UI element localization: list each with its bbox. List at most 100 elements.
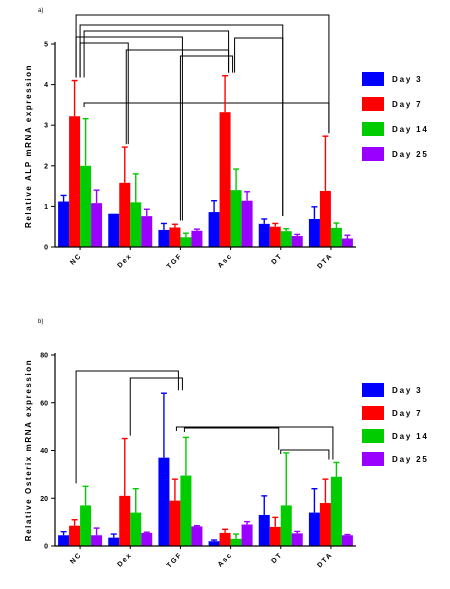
legend-swatch-b-0 bbox=[362, 383, 384, 397]
x-tick-label-b-DTA: DTA bbox=[316, 551, 334, 569]
significance-bracket-b-4 bbox=[280, 449, 330, 460]
bar-a-DT-0 bbox=[258, 223, 270, 247]
x-tick-label-a-Dex: Dex bbox=[116, 252, 133, 269]
legend-b: Day 3 Day 7 Day 14 Day 25 bbox=[362, 383, 429, 466]
bar-b-DT-3 bbox=[291, 533, 303, 546]
bars-a bbox=[58, 74, 353, 247]
bar-b-TGF-1 bbox=[169, 500, 181, 546]
legend-swatch-b-2 bbox=[362, 429, 384, 443]
chart-panel-a: a) Relative ALP mRNA expression 0 1 2 3 4 5 NC… bbox=[24, 8, 429, 270]
significance-brackets-a bbox=[75, 14, 330, 221]
legend-swatch-a-1 bbox=[362, 97, 384, 111]
significance-bracket-a-1 bbox=[79, 24, 284, 216]
bar-b-NC-2 bbox=[80, 505, 92, 546]
y-tick-label-a-1: 1 bbox=[44, 204, 48, 211]
x-tick-label-b-NC: NC bbox=[69, 551, 83, 565]
bar-b-DTA-0 bbox=[308, 512, 320, 546]
bar-a-Dex-0 bbox=[108, 213, 120, 247]
bar-a-NC-2 bbox=[80, 165, 92, 247]
bar-a-NC-3 bbox=[91, 203, 103, 247]
x-tick-label-b-DT: DT bbox=[270, 551, 284, 565]
bar-a-Asc-0 bbox=[208, 212, 220, 247]
bar-a-DTA-1 bbox=[319, 190, 331, 247]
y-tick-label-a-5: 5 bbox=[44, 42, 48, 49]
significance-bracket-a-5 bbox=[234, 37, 284, 216]
significance-bracket-b-3 bbox=[175, 426, 334, 460]
x-tick-label-a-DT: DT bbox=[270, 252, 284, 266]
bar-b-Dex-1 bbox=[119, 495, 131, 546]
bar-b-DT-1 bbox=[269, 526, 281, 546]
bar-a-TGF-3 bbox=[191, 230, 203, 247]
significance-bracket-a-6 bbox=[125, 49, 230, 145]
bar-b-NC-0 bbox=[58, 535, 70, 546]
bar-a-Dex-3 bbox=[141, 216, 153, 247]
bar-b-Dex-0 bbox=[108, 537, 120, 546]
bar-b-NC-1 bbox=[69, 525, 81, 546]
bar-b-Asc-3 bbox=[241, 524, 253, 546]
legend-swatch-b-1 bbox=[362, 406, 384, 420]
bar-b-Asc-1 bbox=[219, 532, 231, 546]
bar-a-DTA-3 bbox=[341, 238, 353, 247]
bar-b-DTA-3 bbox=[341, 535, 353, 546]
significance-bracket-a-0 bbox=[75, 14, 330, 134]
y-tick-label-b-20: 20 bbox=[40, 496, 48, 503]
significance-bracket-a-7 bbox=[179, 55, 234, 221]
x-tick-label-a-TGF: TGF bbox=[166, 252, 184, 270]
x-tick-label-b-Dex: Dex bbox=[116, 551, 133, 568]
bar-b-DT-2 bbox=[280, 505, 292, 546]
significance-bracket-b-0 bbox=[75, 370, 179, 484]
bar-a-Asc-2 bbox=[230, 190, 242, 247]
x-tick-label-b-TGF: TGF bbox=[166, 551, 184, 569]
significance-bracket-b-1 bbox=[129, 377, 183, 436]
legend-swatch-a-3 bbox=[362, 147, 384, 161]
x-tick-label-b-Asc: Asc bbox=[217, 551, 234, 568]
bar-a-Dex-2 bbox=[130, 202, 142, 247]
significance-bracket-b-2 bbox=[183, 427, 280, 450]
bar-b-TGF-3 bbox=[191, 526, 203, 546]
legend-label-a-2: Day 14 bbox=[392, 125, 429, 134]
bar-a-TGF-2 bbox=[180, 237, 192, 247]
bar-b-DTA-1 bbox=[319, 503, 331, 546]
legend-label-a-3: Day 25 bbox=[392, 150, 429, 159]
legend-label-b-1: Day 7 bbox=[392, 409, 422, 418]
y-tick-label-b-80: 80 bbox=[40, 353, 48, 360]
bar-a-DT-1 bbox=[269, 226, 281, 247]
y-axis-label-a: Relative ALP mRNA expression bbox=[24, 64, 33, 228]
bar-a-Asc-3 bbox=[241, 200, 253, 247]
y-tick-label-a-2: 2 bbox=[44, 163, 48, 170]
significance-bracket-a-8 bbox=[83, 102, 330, 134]
bar-b-NC-3 bbox=[91, 535, 103, 546]
bar-a-NC-1 bbox=[69, 116, 81, 247]
bar-b-TGF-0 bbox=[158, 457, 170, 546]
y-tick-label-a-0: 0 bbox=[44, 245, 48, 252]
legend-a: Day 3 Day 7 Day 14 Day 25 bbox=[362, 72, 429, 161]
legend-label-b-3: Day 25 bbox=[392, 455, 429, 464]
bar-b-Dex-3 bbox=[141, 532, 153, 546]
chart-panel-b: b) Relative Osterix mRNA expression 0 20 4… bbox=[24, 319, 429, 569]
legend-label-b-0: Day 3 bbox=[392, 386, 422, 395]
significance-bracket-a-3 bbox=[75, 36, 183, 221]
bar-a-Dex-1 bbox=[119, 182, 131, 247]
bar-a-TGF-1 bbox=[169, 227, 181, 247]
legend-label-b-2: Day 14 bbox=[392, 432, 429, 441]
x-tick-label-a-NC: NC bbox=[69, 252, 83, 266]
bar-a-NC-0 bbox=[58, 201, 70, 247]
legend-swatch-a-0 bbox=[362, 72, 384, 86]
bar-b-DTA-2 bbox=[330, 476, 342, 546]
bar-a-DTA-0 bbox=[308, 218, 320, 247]
bar-a-TGF-0 bbox=[158, 229, 170, 247]
x-tick-label-a-Asc: Asc bbox=[217, 252, 234, 269]
legend-label-a-1: Day 7 bbox=[392, 100, 422, 109]
legend-swatch-a-2 bbox=[362, 122, 384, 136]
panel-label-b: b) bbox=[38, 319, 43, 325]
y-tick-label-a-4: 4 bbox=[44, 82, 48, 89]
bar-b-Dex-2 bbox=[130, 512, 142, 546]
y-tick-label-b-40: 40 bbox=[40, 448, 48, 455]
legend-label-a-0: Day 3 bbox=[392, 75, 422, 84]
bar-b-TGF-2 bbox=[180, 475, 192, 546]
panel-label-a: a) bbox=[38, 8, 43, 14]
y-axis-label-b: Relative Osterix mRNA expression bbox=[24, 359, 33, 542]
bar-b-Asc-2 bbox=[230, 538, 242, 546]
significance-brackets-b bbox=[75, 370, 334, 484]
